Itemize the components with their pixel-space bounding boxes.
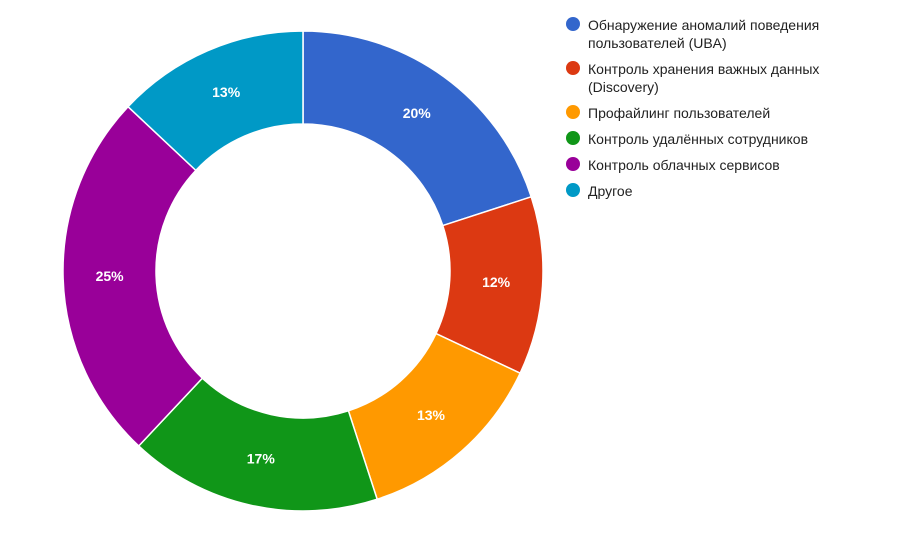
legend-swatch-icon (566, 183, 580, 197)
slice-percent-label: 25% (96, 268, 125, 284)
slice-percent-label: 20% (403, 105, 432, 121)
slice-percent-label: 12% (482, 274, 511, 290)
legend-swatch-icon (566, 157, 580, 171)
legend-swatch-icon (566, 61, 580, 75)
legend-item[interactable]: Контроль облачных сервисов (566, 156, 886, 174)
legend-label: Обнаружение аномалий поведения пользоват… (588, 17, 820, 51)
legend-item[interactable]: Обнаружение аномалий поведения пользоват… (566, 16, 886, 52)
legend-item[interactable]: Контроль хранения важных данных (Discove… (566, 60, 886, 96)
donut-slice[interactable] (302, 30, 533, 227)
legend-swatch-icon (566, 105, 580, 119)
donut-slice[interactable] (126, 30, 304, 172)
donut-slice[interactable] (62, 105, 204, 448)
slice-percent-label: 13% (417, 407, 446, 423)
legend-label: Другое (588, 183, 633, 199)
legend-item[interactable]: Контроль удалённых сотрудников (566, 130, 886, 148)
chart-legend: Обнаружение аномалий поведения пользоват… (566, 16, 886, 208)
legend-label: Контроль хранения важных данных (Discove… (588, 61, 820, 95)
legend-item[interactable]: Другое (566, 182, 886, 200)
slice-percent-label: 13% (212, 84, 241, 100)
slice-percent-label: 17% (247, 451, 276, 467)
legend-label: Профайлинг пользователей (588, 105, 771, 121)
legend-item[interactable]: Профайлинг пользователей (566, 104, 886, 122)
legend-label: Контроль облачных сервисов (588, 157, 780, 173)
legend-label: Контроль удалённых сотрудников (588, 131, 809, 147)
legend-swatch-icon (566, 131, 580, 145)
legend-swatch-icon (566, 17, 580, 31)
